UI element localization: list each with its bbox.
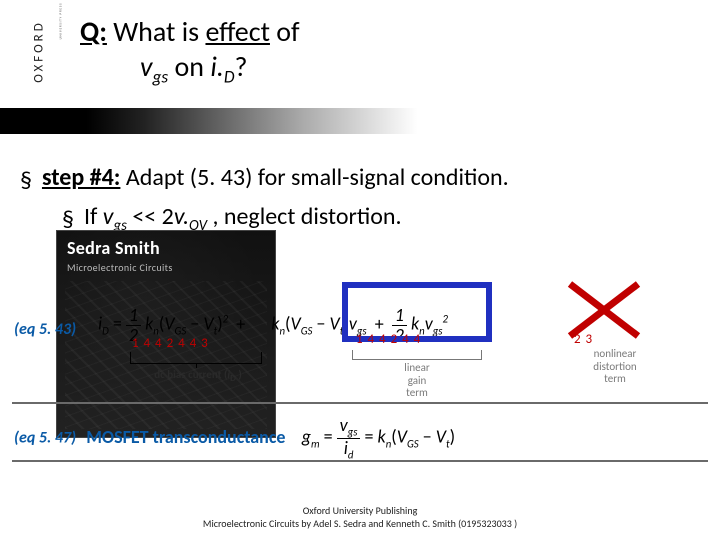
title-id-i: i. [210,49,224,84]
equation-5-47: (eq 5. 47) MOSFET transconductance gm = … [14,416,706,460]
eq543-b3-l3: term [604,372,626,385]
title-effect: effect [205,14,269,49]
eq543-b3-l1: nonlinear [594,347,637,360]
eq547-rp: ) [450,426,455,448]
eq543-brace-2-label: linear gain term [352,362,482,400]
eq547-eq1: = [320,426,337,448]
eq543-label: (eq 5. 43) [14,320,76,339]
title-q: Q: [80,14,107,49]
eq547-vt: V [436,426,446,448]
eq543-brace1-b: ) [236,368,242,381]
slide-title: Q: What is effect of vgs on i.D? [80,14,640,88]
eq543-vgs2sub: GS [301,324,313,337]
eq547-eq2: = [360,426,377,448]
bullet-2-mid: << 2 [127,202,174,231]
divider-bottom [12,460,708,462]
eq543-brace1-a: dc bias current ( [154,368,227,381]
footer-line-2: Microelectronic Circuits by Adel S. Sedr… [0,518,720,531]
title-pre: What is [107,14,206,49]
eq543-brace-2 [352,350,482,360]
eq543-rednums-2: 1 4 4 2 4 4 [356,332,421,347]
title-id-sub: D [224,66,235,88]
eq547-title: MOSFET transconductance [86,426,285,448]
book-title: Sedra Smith [67,237,160,259]
eq547-gsub: m [311,437,320,450]
eq543-vgs: V [164,313,174,335]
title-vgs-sub: gs [152,66,168,88]
eq547-vgs: V [397,426,407,448]
eq543-b2-l3: term [406,386,428,399]
logo-brand: OXFORD [32,20,47,82]
title-end: ? [235,49,248,84]
bullet-1-text: step #4: Adapt (5. 43) for small-signal … [42,162,509,197]
eq543-b2-l2: gain [408,374,427,387]
eq543-vt2: V [330,313,340,335]
eq543-equals: = [109,313,126,335]
eq543-rednums-1: 1 4 4 2 4 4 3 [132,336,209,351]
eq547-vgssub: GS [407,437,419,450]
bullet-2-vov-v: v. [174,202,189,231]
publisher-logo: OXFORD UNIVERSITY PRESS [10,18,68,98]
eq543-minus2: − [312,313,329,335]
eq543-vgs2: V [291,313,301,335]
bullet-2-post: , neglect distortion. [207,202,402,231]
bullet-2-pre: If [84,202,103,231]
eq547-fn-v: v [340,414,348,436]
eq543-minus: − [186,313,203,335]
eq543-brace-3-label: nonlinear distortion term [560,348,670,386]
eq543-brace-1-label: dc bias current (iD ) [132,368,264,384]
eq543-brace-1 [130,352,262,364]
eq543-vt: V [203,313,213,335]
eq547-label: (eq 5. 47) [14,429,76,448]
title-post1: of [270,14,300,49]
logo-subtitle: UNIVERSITY PRESS [58,3,62,40]
bullet-1-step: step #4: [42,163,120,192]
title-mid: on [168,49,210,84]
eq543-half-n: 1 [126,306,141,326]
bullet-2-vgs-v: v [103,202,114,231]
footer-line-1: Oxford University Publishing [0,505,720,518]
eq543-plus1: + [236,313,245,335]
eq547-frac: vgsid [337,416,361,461]
bullet-1-marker: § [20,165,32,197]
book-subtitle: Microelectronic Circuits [67,261,173,274]
eq543-isub: D [102,324,109,337]
divider-top [12,402,708,404]
eq547-minus: − [419,426,436,448]
bullet-1-rest: Adapt (5. 43) for small-signal condition… [120,163,508,192]
eq547-frac-n: vgs [337,416,361,439]
bullet-1: § step #4: Adapt (5. 43) for small-signa… [20,162,690,197]
eq543-b2-l1: linear [404,361,429,374]
eq547-g: g [302,426,311,448]
title-vgs-v: v [140,49,152,84]
eq547-k: k [378,426,386,448]
eq543-sq: 2 [223,313,228,326]
eq547-frac-d: id [341,439,357,461]
eq543-b3-l2: distortion [593,360,636,373]
bullet-list: § step #4: Adapt (5. 43) for small-signa… [20,162,690,237]
divider-gradient [0,108,720,134]
slide-footer: Oxford University Publishing Microelectr… [0,505,720,530]
eq543-rednums-3: 2 3 [574,332,593,347]
eq547-fn-sub: gs [348,426,358,439]
